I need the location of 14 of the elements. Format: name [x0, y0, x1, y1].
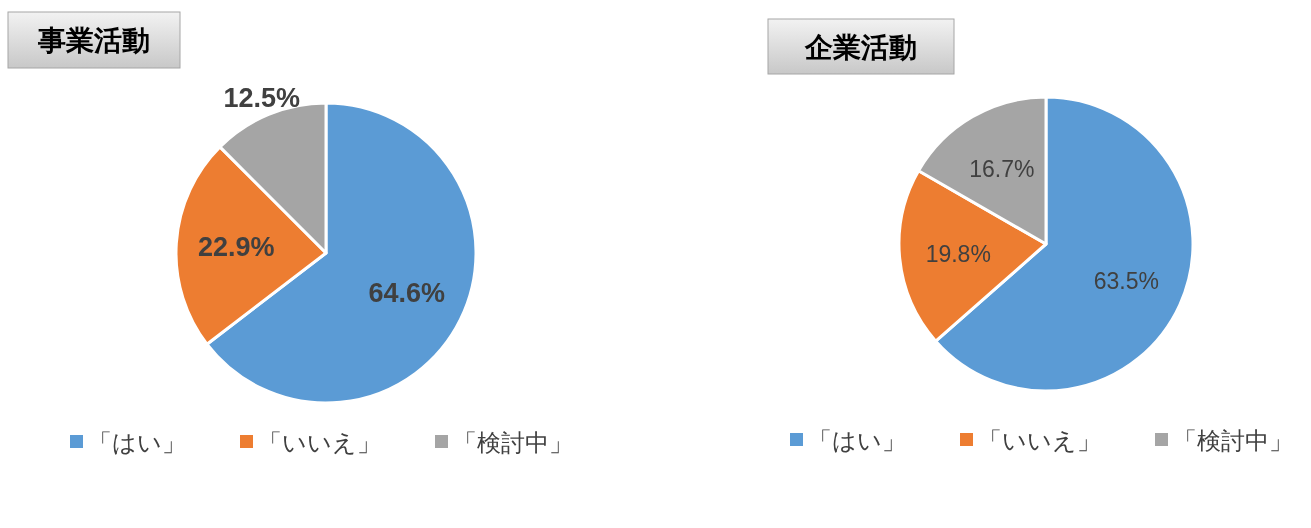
legend-label: 「検討中」 — [1173, 427, 1293, 454]
data-label: 64.6% — [368, 277, 445, 308]
legend-label: 「いいえ」 — [258, 429, 381, 456]
legend-label: 「はい」 — [808, 427, 906, 454]
data-label: 19.8% — [925, 240, 991, 267]
data-label: 16.7% — [969, 155, 1035, 182]
data-label: 63.5% — [1093, 268, 1159, 295]
legend-label: 「いいえ」 — [978, 427, 1101, 454]
chart-title: 企業活動 — [804, 31, 917, 63]
legend-label: 「はい」 — [88, 429, 186, 456]
data-label: 22.9% — [197, 232, 275, 263]
chart-title: 事業活動 — [37, 25, 150, 56]
data-label: 12.5% — [223, 82, 300, 113]
legend-label: 「検討中」 — [453, 429, 573, 456]
